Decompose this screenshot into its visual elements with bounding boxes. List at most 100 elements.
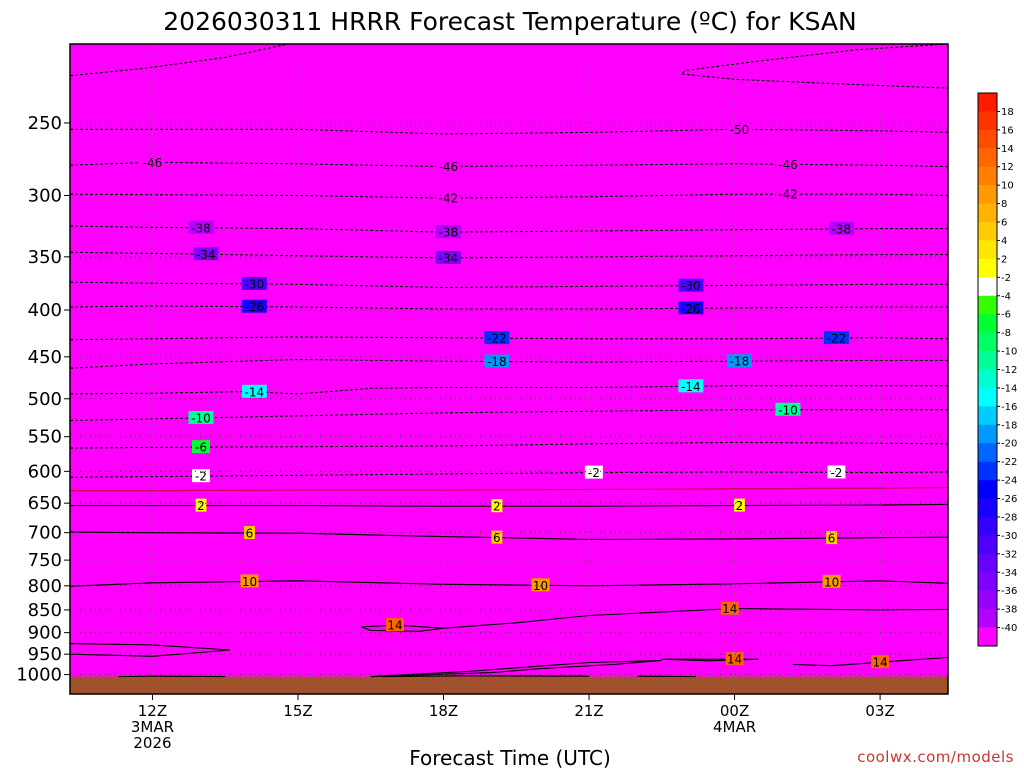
y-tick-label: 650: [28, 493, 62, 514]
plot-area: [70, 44, 948, 694]
colorbar-label: 8: [1001, 199, 1007, 210]
contour-label: -30: [681, 279, 701, 293]
contour-label: -38: [191, 221, 211, 235]
colorbar-label: -40: [1001, 623, 1017, 634]
y-tick-label: 850: [28, 600, 62, 621]
contour-label: -14: [681, 380, 701, 394]
colorbar-swatch: [978, 517, 997, 536]
y-tick-label: 1000: [16, 665, 62, 686]
contour-label: -26: [245, 300, 265, 314]
colorbar-swatch: [978, 111, 997, 130]
y-tick-label: 250: [28, 113, 62, 134]
colorbar-swatch: [978, 167, 997, 186]
contour-label: 2: [197, 499, 205, 513]
contour-label: -46: [143, 156, 163, 170]
y-tick-label: 550: [28, 427, 62, 448]
colorbar-swatch: [978, 462, 997, 481]
x-tick-label: 03Z: [865, 702, 894, 720]
colorbar-label: -14: [1001, 383, 1017, 394]
colorbar-label: 18: [1001, 107, 1014, 118]
colorbar-swatch: [978, 351, 997, 370]
x-tick-label: 18Z: [429, 702, 458, 720]
contour-label: -46: [439, 160, 459, 174]
x-axis-label: Forecast Time (UTC): [409, 746, 611, 768]
contour-label: -22: [827, 332, 847, 346]
colorbar-swatch: [978, 628, 997, 647]
x-tick-label: 15Z: [283, 702, 312, 720]
colorbar-swatch: [978, 314, 997, 333]
colorbar-swatch: [978, 277, 997, 296]
colorbar-swatch: [978, 130, 997, 149]
contour-label: -38: [831, 222, 851, 236]
contour-label: 14: [872, 656, 887, 670]
colorbar-label: -12: [1001, 365, 1017, 376]
contour-label: -42: [439, 192, 459, 206]
colorbar-label: -6: [1001, 310, 1011, 321]
contour-label: -30: [245, 277, 265, 291]
colorbar-label: 16: [1001, 125, 1014, 136]
contour-label: -50: [730, 123, 750, 137]
contour-label: -26: [681, 302, 701, 316]
colorbar-label: 6: [1001, 218, 1007, 229]
contour-label: -46: [778, 158, 798, 172]
colorbar-label: -10: [1001, 347, 1017, 358]
contour-label: 2: [493, 500, 501, 514]
colorbar-label: -32: [1001, 549, 1017, 560]
colorbar-label: -8: [1001, 328, 1011, 339]
contour-label: 10: [824, 575, 839, 589]
contour-label: 6: [493, 531, 501, 545]
chart-title: 2026030311 HRRR Forecast Temperature (ºC…: [163, 7, 856, 36]
colorbar-label: -38: [1001, 605, 1017, 616]
colorbar-label: -34: [1001, 568, 1017, 579]
colorbar-swatch: [978, 333, 997, 352]
colorbar-label: -2: [1001, 273, 1011, 284]
y-tick-label: 900: [28, 623, 62, 644]
colorbar-label: -30: [1001, 531, 1017, 542]
colorbar-label: -28: [1001, 512, 1017, 523]
x-tick-label: 4MAR: [713, 718, 756, 736]
colorbar-label: -22: [1001, 457, 1017, 468]
colorbar-label: 14: [1001, 144, 1014, 155]
contour-label: 6: [246, 527, 254, 541]
y-tick-label: 950: [28, 644, 62, 665]
y-tick-label: 400: [28, 300, 62, 321]
colorbar-swatch: [978, 572, 997, 591]
contour-label: -18: [730, 355, 750, 369]
contour-label: -6: [195, 441, 207, 455]
colorbar: 18 16 14 12 10 8 6 4 2 -2 -4 -6 -8 -10 -12 -14 -16 -18 -20…: [978, 93, 1017, 646]
colorbar-swatch: [978, 591, 997, 610]
colorbar-label: 10: [1001, 181, 1014, 192]
y-tick-label: 600: [28, 461, 62, 482]
colorbar-swatch: [978, 425, 997, 444]
x-tick-label: 21Z: [574, 702, 603, 720]
colorbar-swatch: [978, 204, 997, 223]
y-tick-label: 450: [28, 347, 62, 368]
colorbar-swatch: [978, 499, 997, 518]
contour-label: 10: [242, 575, 257, 589]
colorbar-label: -24: [1001, 476, 1017, 487]
contour-label: -42: [778, 188, 798, 202]
contour-label: -38: [439, 226, 459, 240]
colorbar-swatch: [978, 388, 997, 407]
colorbar-label: 2: [1001, 254, 1007, 265]
contour-label: -34: [439, 251, 459, 265]
y-tick-label: 800: [28, 576, 62, 597]
colorbar-label: -26: [1001, 494, 1017, 505]
colorbar-label: -36: [1001, 586, 1017, 597]
colorbar-swatch: [978, 259, 997, 278]
credit-link[interactable]: coolwx.com/models: [857, 748, 1014, 766]
colorbar-swatch: [978, 480, 997, 499]
contour-label: -22: [487, 332, 507, 346]
colorbar-swatch: [978, 406, 997, 425]
colorbar-swatch: [978, 222, 997, 241]
colorbar-swatch: [978, 609, 997, 628]
x-tick-label: 2026: [133, 734, 171, 752]
colorbar-label: 4: [1001, 236, 1007, 247]
y-tick-label: 700: [28, 523, 62, 544]
colorbar-label: 12: [1001, 162, 1014, 173]
colorbar-swatch: [978, 185, 997, 204]
y-tick-label: 300: [28, 186, 62, 207]
colorbar-swatch: [978, 554, 997, 573]
contour-label: -2: [195, 470, 207, 484]
